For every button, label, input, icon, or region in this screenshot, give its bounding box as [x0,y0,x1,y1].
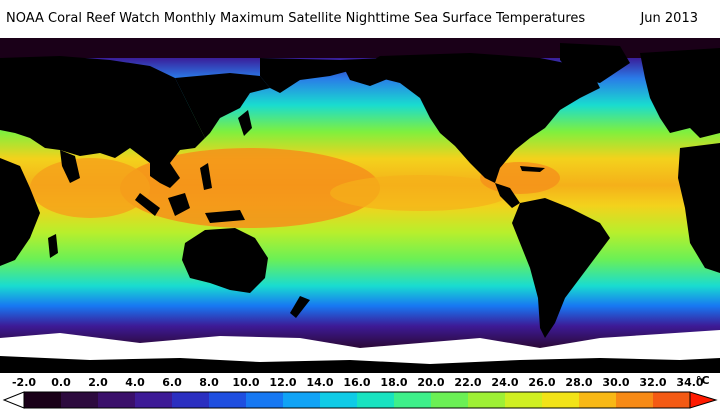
colorbar-segment [209,392,247,408]
colorbar-segment [172,392,210,408]
warm-pool-indian [30,158,150,218]
land-siberia-east [260,58,360,93]
colorbar-segment [505,392,543,408]
colorbar-segment [468,392,506,408]
land-africa [0,158,40,266]
land-sumatra [135,193,160,216]
sst-map [0,38,720,373]
land-india [60,150,80,183]
legend-tick-label: -2.0 [11,376,37,389]
colorbar-border [23,391,691,409]
sst-map-svg [0,38,720,373]
land-alaska [340,58,390,86]
legend-tick-label: 24.0 [491,376,519,389]
colorbar-left-arrow [2,391,25,409]
land-south-america [512,198,610,338]
warm-band-pacific [330,175,510,211]
colorbar-segment [98,392,136,408]
legend-tick-label: 16.0 [343,376,371,389]
legend-tick-label: 0.0 [51,376,71,389]
colorbar-segment [283,392,321,408]
colorbar [2,391,718,409]
arctic-sea [0,38,720,58]
legend-tick-label: 2.0 [88,376,108,389]
legend-labels: -2.0 0.0 2.0 4.0 6.0 8.0 10.0 12.0 14.0 16.0 18.0 2… [0,376,720,390]
legend-tick-label: 34.0 [676,376,704,389]
land-se-asia [150,163,180,188]
land-madagascar [48,234,58,258]
map-title: NOAA Coral Reef Watch Monthly Maximum Sa… [6,11,586,26]
land-central-america [495,183,520,208]
legend-tick-label: 6.0 [162,376,182,389]
colorbar-segment [246,392,284,408]
legend-tick-label: 8.0 [199,376,219,389]
colorbar-segment [616,392,654,408]
colorbar-segment [357,392,395,408]
map-date: Jun 2013 [640,11,698,26]
land-cuba [520,166,545,172]
color-legend: -2.0 0.0 2.0 4.0 6.0 8.0 10.0 12.0 14.0 16.0 18.0 2… [0,373,720,411]
land-eurasia-west [0,56,205,163]
legend-tick-label: 20.0 [417,376,445,389]
legend-tick-label: 18.0 [380,376,408,389]
legend-tick-label: 28.0 [565,376,593,389]
land-australia [182,228,268,293]
legend-tick-label: 10.0 [232,376,260,389]
legend-tick-label: 14.0 [306,376,334,389]
land-east-asia [175,73,270,138]
colorbar-segment [653,392,691,408]
land-antarctica [0,356,720,373]
colorbar-right-arrow [689,391,718,409]
legend-tick-label: 4.0 [125,376,145,389]
land-new-zealand [290,296,310,318]
colorbar-segment [431,392,469,408]
legend-unit: °C [696,374,710,387]
colorbar-segment [579,392,617,408]
land-africa-east [678,143,720,273]
land-philippines [200,163,212,190]
legend-tick-label: 30.0 [602,376,630,389]
colorbar-segment [320,392,358,408]
title-bar: NOAA Coral Reef Watch Monthly Maximum Sa… [0,0,720,38]
legend-tick-label: 12.0 [269,376,297,389]
land-new-guinea [205,210,245,223]
colorbar-segment [135,392,173,408]
legend-tick-label: 22.0 [454,376,482,389]
land-borneo [168,193,190,216]
colorbar-segment [61,392,99,408]
colorbar-segment [542,392,580,408]
land-japan [238,110,252,136]
land-north-america [360,53,600,183]
colorbar-segment [24,392,62,408]
land-greenland [560,43,630,83]
legend-tick-label: 32.0 [639,376,667,389]
land-europe [640,48,720,138]
legend-tick-label: 26.0 [528,376,556,389]
colorbar-segment [394,392,432,408]
